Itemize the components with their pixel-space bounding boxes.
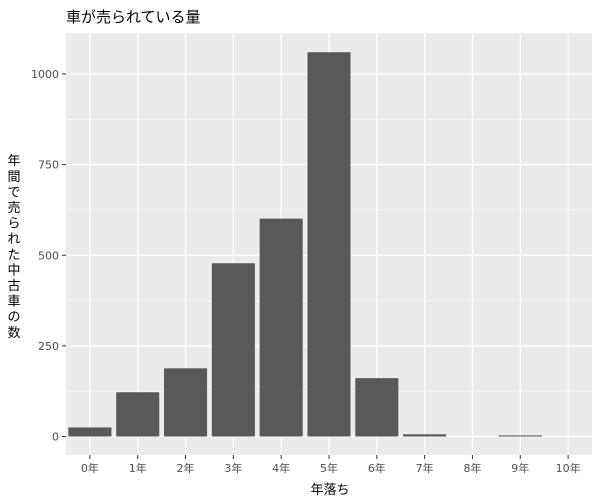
y-axis-title-char: れ bbox=[7, 232, 20, 247]
bar-1年 bbox=[116, 392, 160, 437]
bar-2年 bbox=[164, 368, 208, 437]
y-axis-title-char: 車 bbox=[7, 295, 20, 310]
y-tick-label: 1000 bbox=[31, 68, 59, 81]
y-axis-title-char: ら bbox=[7, 217, 20, 232]
bar-9年 bbox=[498, 435, 542, 437]
y-axis-title-char: の bbox=[7, 310, 20, 325]
y-axis-title-char: で bbox=[7, 185, 20, 200]
y-tick-label: 750 bbox=[38, 159, 59, 172]
y-tick-label: 250 bbox=[38, 340, 59, 353]
y-tick-label: 0 bbox=[52, 431, 59, 444]
y-axis-title-char: 数 bbox=[7, 326, 20, 341]
x-tick-label: 3年 bbox=[224, 461, 242, 475]
x-tick-label: 2年 bbox=[177, 461, 195, 475]
y-axis-title-char: 売 bbox=[7, 200, 20, 216]
x-tick-label: 5年 bbox=[320, 461, 338, 475]
x-tick-label: 8年 bbox=[463, 461, 481, 475]
bar-6年 bbox=[355, 378, 399, 437]
y-axis-title-char: 間 bbox=[7, 170, 20, 185]
x-axis-title: 年落ち bbox=[310, 483, 349, 498]
y-axis-title-char: 年 bbox=[7, 154, 20, 169]
x-tick-label: 6年 bbox=[368, 461, 386, 475]
y-axis-ticks: 0 250 500 750 1000 bbox=[31, 68, 66, 444]
x-axis-ticks: 0年 1年 2年 3年 4年 5年 6年 7年 8年 9年 10年 bbox=[81, 455, 581, 475]
bars bbox=[68, 52, 542, 437]
bar-5年 bbox=[307, 52, 351, 437]
bar-7年 bbox=[403, 434, 447, 437]
x-tick-label: 4年 bbox=[272, 461, 290, 475]
chart-title: 車が売られている量 bbox=[66, 8, 201, 26]
y-axis-title-char: た bbox=[7, 248, 20, 263]
bar-4年 bbox=[259, 218, 303, 437]
x-tick-label: 1年 bbox=[129, 461, 147, 475]
y-tick-label: 500 bbox=[38, 249, 59, 262]
bar-0年 bbox=[68, 427, 112, 437]
x-tick-label: 0年 bbox=[81, 461, 99, 475]
bar-3年 bbox=[211, 263, 255, 437]
x-tick-label: 10年 bbox=[556, 461, 581, 475]
x-tick-label: 7年 bbox=[416, 461, 434, 475]
x-tick-label: 9年 bbox=[511, 461, 529, 475]
y-axis-title-char: 中 bbox=[7, 263, 20, 278]
y-axis-title-char: 古 bbox=[7, 279, 20, 294]
